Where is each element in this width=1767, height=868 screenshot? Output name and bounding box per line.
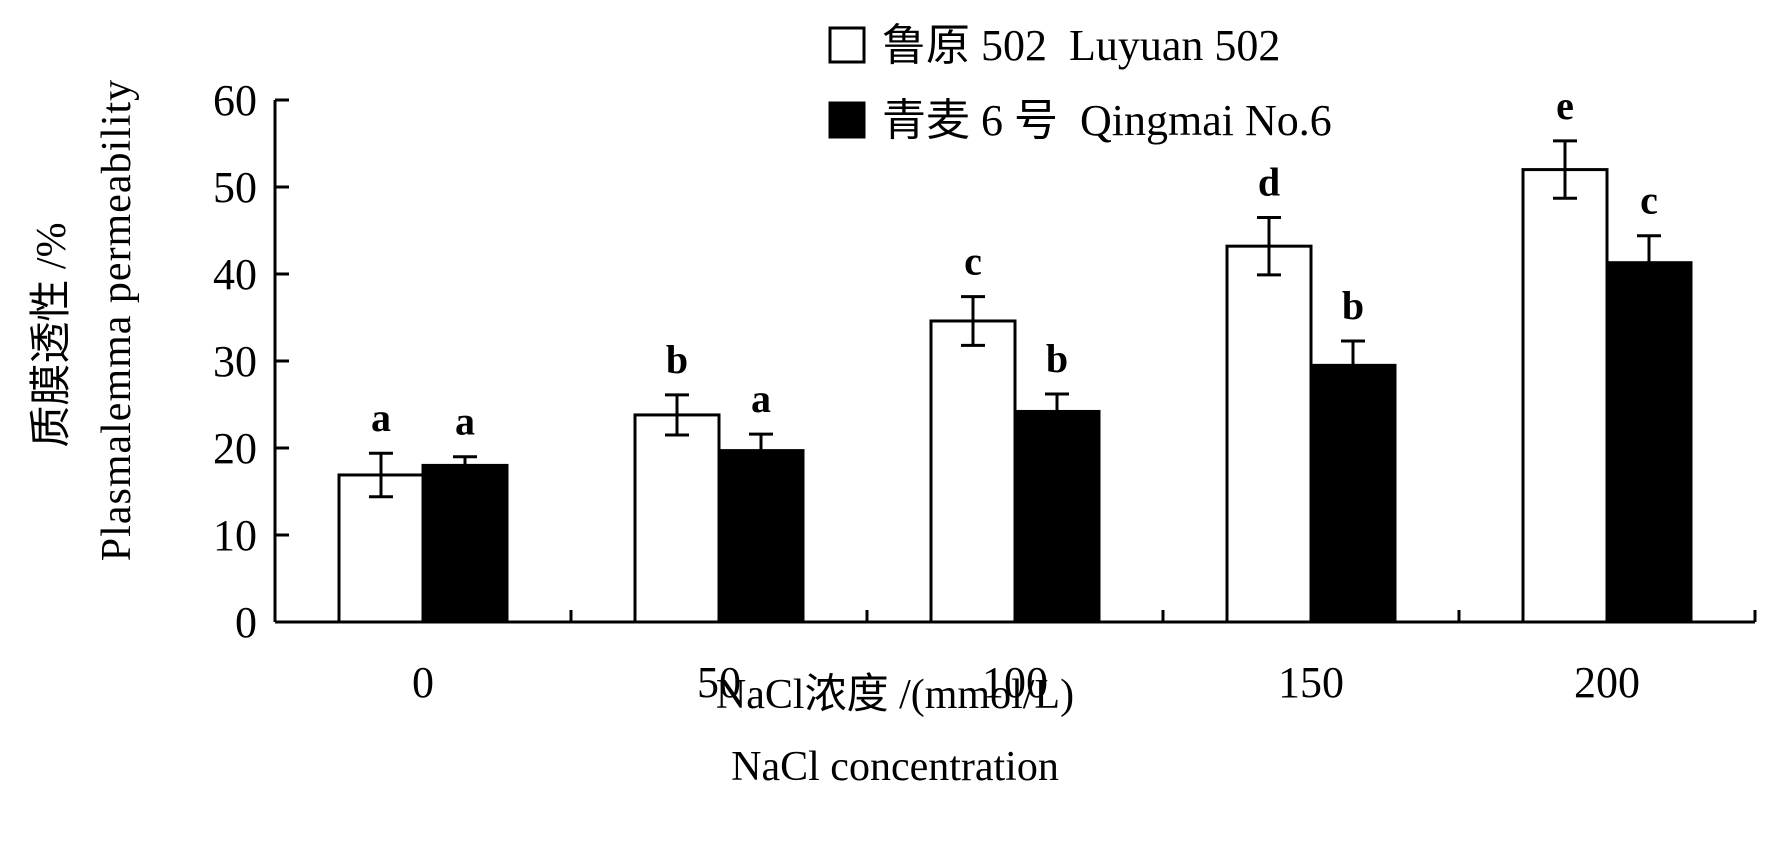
significance-label: c bbox=[964, 239, 982, 284]
bar-luyuan bbox=[633, 413, 721, 624]
legend-label-qingmai: 青麦 6 号 Qingmai No.6 bbox=[882, 96, 1332, 145]
y-tick-label: 0 bbox=[235, 598, 257, 647]
error-bars bbox=[369, 139, 1661, 499]
y-tick-label: 30 bbox=[213, 337, 257, 386]
x-axis-title-en: NaCl concentration bbox=[731, 744, 1059, 790]
significance-label: b bbox=[666, 337, 688, 382]
bar-luyuan bbox=[1521, 168, 1609, 624]
bars bbox=[337, 168, 1693, 624]
bar-luyuan bbox=[929, 319, 1017, 624]
legend-swatch-luyuan bbox=[828, 26, 866, 64]
y-tick-label: 60 bbox=[213, 76, 257, 125]
x-axis-title-cn: NaCl浓度 /(mmol/L) bbox=[716, 672, 1074, 718]
y-axis-title-cn: 质膜透性 /% bbox=[29, 222, 75, 447]
significance-label: a bbox=[455, 399, 475, 444]
significance-label: e bbox=[1556, 83, 1574, 128]
y-tick-label: 40 bbox=[213, 250, 257, 299]
y-tick-label: 20 bbox=[213, 424, 257, 473]
significance-label: b bbox=[1342, 283, 1364, 328]
x-tick-label: 50 bbox=[697, 658, 741, 707]
significance-label: a bbox=[371, 395, 391, 440]
legend-label-luyuan: 鲁原 502 Luyuan 502 bbox=[882, 21, 1280, 70]
x-tick-label: 150 bbox=[1278, 658, 1344, 707]
legend-swatch-qingmai bbox=[828, 101, 866, 139]
significance-labels: a a b a c b d b e c bbox=[371, 83, 1658, 444]
significance-label: c bbox=[1640, 178, 1658, 223]
bar-qingmai bbox=[717, 449, 805, 624]
bar-qingmai bbox=[1013, 409, 1101, 624]
x-tick-label: 100 bbox=[982, 658, 1048, 707]
bar-luyuan bbox=[1225, 244, 1313, 624]
significance-label: b bbox=[1046, 336, 1068, 381]
y-tick-label: 50 bbox=[213, 163, 257, 212]
y-tick-label: 10 bbox=[213, 511, 257, 560]
bar-qingmai bbox=[421, 463, 509, 624]
legend: 鲁原 502 Luyuan 502 青麦 6 号 Qingmai No.6 bbox=[828, 21, 1332, 145]
y-axis-title-en: Plasmalemma permeability bbox=[94, 79, 140, 561]
significance-label: d bbox=[1258, 159, 1280, 204]
x-tick-label: 0 bbox=[412, 658, 434, 707]
x-tick-label: 200 bbox=[1574, 658, 1640, 707]
tick-labels: 0 10 20 30 40 50 60 0 50 100 150 200 bbox=[213, 76, 1640, 707]
bar-qingmai bbox=[1309, 363, 1397, 624]
significance-label: a bbox=[751, 376, 771, 421]
bar-qingmai bbox=[1605, 261, 1693, 624]
